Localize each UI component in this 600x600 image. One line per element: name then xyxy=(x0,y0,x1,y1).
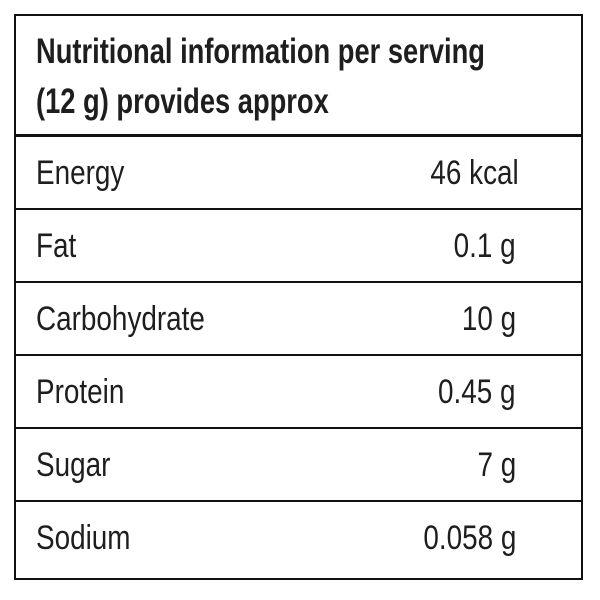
row-label: Protein xyxy=(36,373,125,411)
row-label: Sugar xyxy=(36,446,111,484)
table-row-carbohydrate: Carbohydrate 10 g xyxy=(16,283,581,356)
row-value: 0.45 g xyxy=(438,373,516,411)
row-label: Fat xyxy=(36,227,77,265)
row-value: 0.058 g xyxy=(422,519,516,557)
table-row-fat: Fat 0.1 g xyxy=(16,210,581,283)
row-value: 46 kcal xyxy=(430,154,519,192)
nutrition-table: Nutritional information per serving (12 … xyxy=(14,14,583,580)
row-value: 10 g xyxy=(461,300,516,338)
table-row-sugar: Sugar 7 g xyxy=(16,429,581,502)
row-label: Sodium xyxy=(36,519,131,557)
table-row-protein: Protein 0.45 g xyxy=(16,356,581,429)
row-label: Carbohydrate xyxy=(36,300,205,338)
header-title-line-1: Nutritional information per serving xyxy=(36,32,485,71)
table-row-energy: Energy 46 kcal xyxy=(16,137,581,210)
row-label: Energy xyxy=(36,154,125,192)
row-value: 0.1 g xyxy=(453,227,516,265)
table-row-sodium: Sodium 0.058 g xyxy=(16,502,581,575)
table-header: Nutritional information per serving (12 … xyxy=(16,16,581,137)
row-value: 7 g xyxy=(477,446,516,484)
header-title-line-2: (12 g) provides approx xyxy=(36,82,329,121)
